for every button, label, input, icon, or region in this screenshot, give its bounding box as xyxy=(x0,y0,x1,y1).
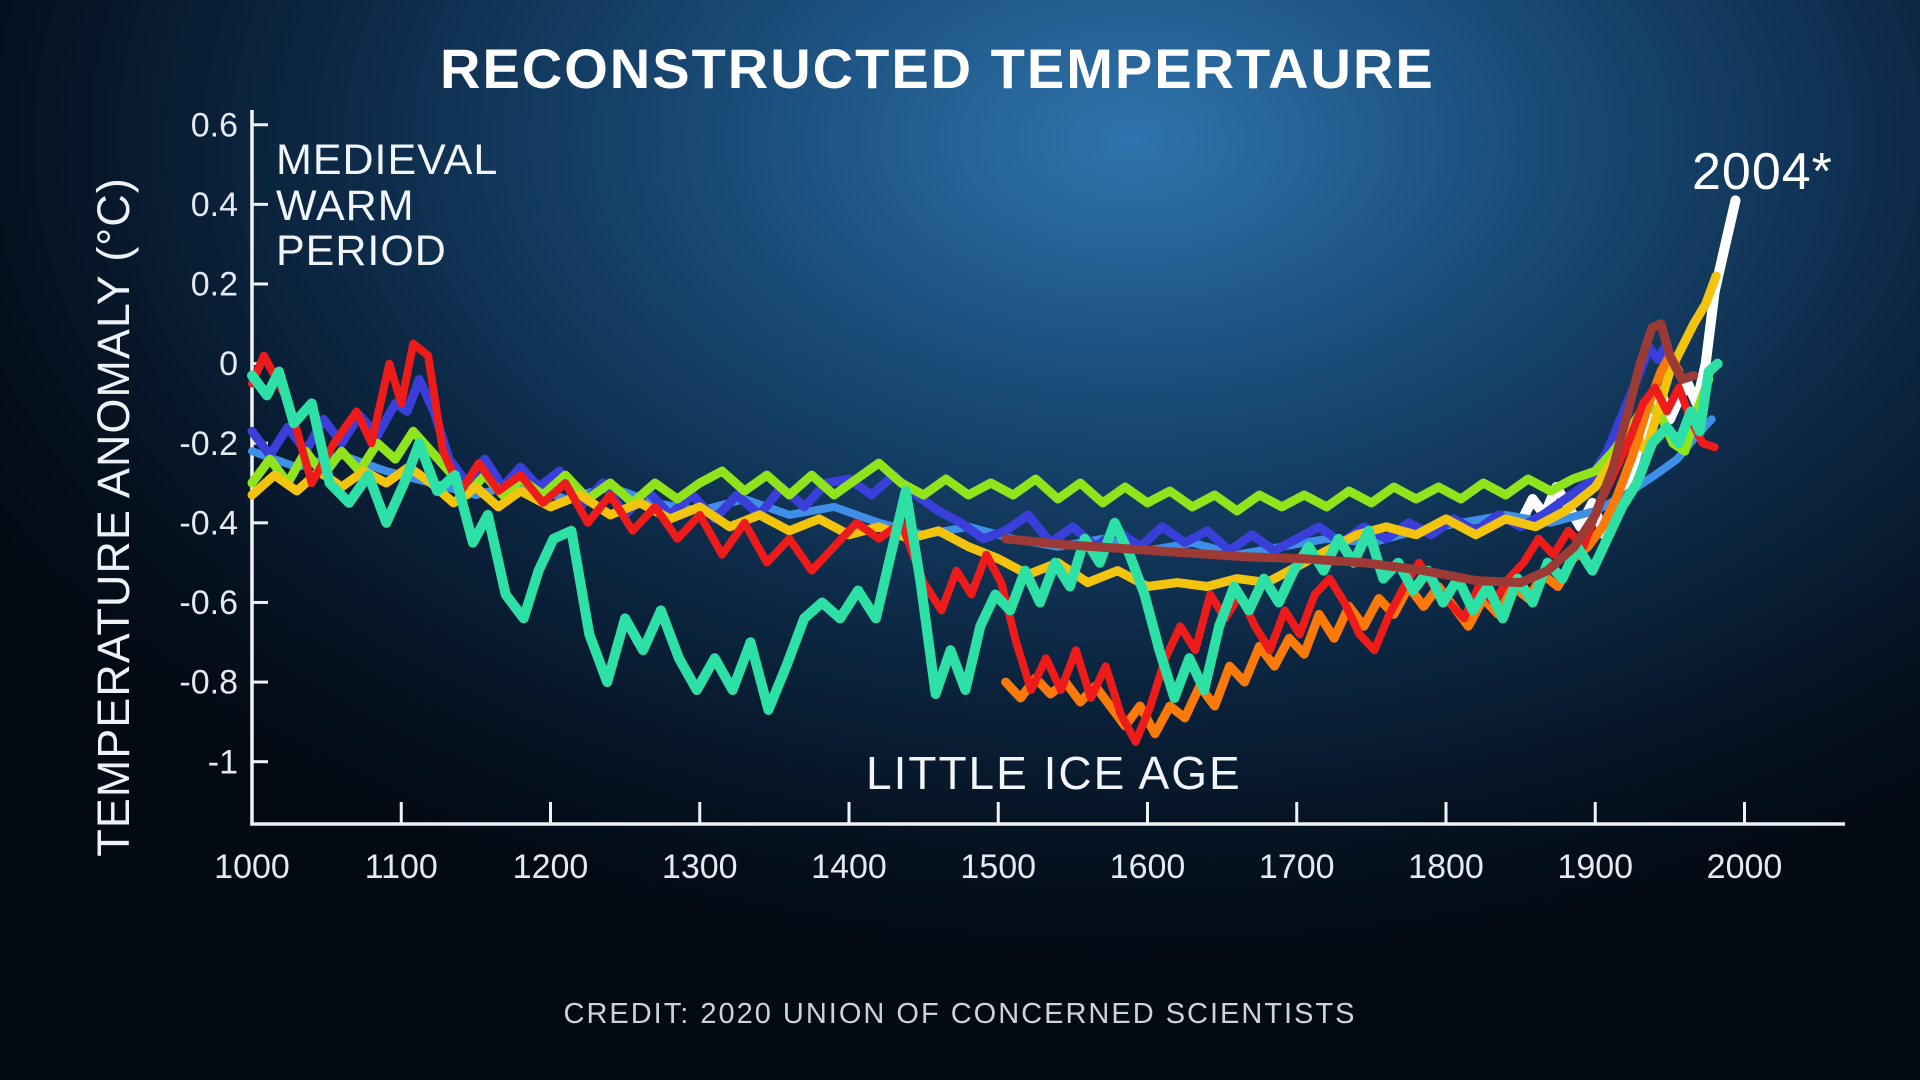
x-tick-label: 1200 xyxy=(513,848,589,886)
series-reconstruction-maroon xyxy=(1001,319,1699,588)
y-tick-label: -1 xyxy=(208,743,238,781)
chart-series xyxy=(247,195,1741,746)
annotation-2004-label: 2004* xyxy=(1692,143,1833,201)
x-tick-label: 1700 xyxy=(1259,848,1335,886)
y-tick-label: 0.6 xyxy=(191,106,238,144)
annotation-little-ice-age: LITTLE ICE AGE xyxy=(866,747,1242,799)
y-tick-label: -0.2 xyxy=(179,425,238,463)
x-tick-label: 1500 xyxy=(960,848,1036,886)
series-instrumental-record-white xyxy=(1515,195,1741,540)
x-tick-label: 1600 xyxy=(1110,848,1186,886)
series-reconstruction-red xyxy=(248,339,1719,746)
x-tick-label: 2000 xyxy=(1707,848,1783,886)
credit-line: CREDIT: 2020 UNION OF CONCERNED SCIENTIS… xyxy=(563,998,1357,1030)
y-tick-label: 0.2 xyxy=(191,266,238,304)
chart-title: RECONSTRUCTED TEMPERTAURE xyxy=(440,37,1435,100)
x-tick-label: 1100 xyxy=(365,848,438,886)
y-tick-label: -0.8 xyxy=(179,664,238,702)
x-tick-label: 1900 xyxy=(1557,848,1633,886)
x-tick-label: 1400 xyxy=(811,848,887,886)
series-reconstruction-turquoise xyxy=(247,358,1723,715)
x-tick-label: 1800 xyxy=(1408,848,1484,886)
chart-axes: 0.6 0.4 0.2 0 -0.2 -0.4 -0.6 -0.8 -1 1000 1100 1200… xyxy=(179,106,1845,886)
y-axis-title: TEMPERATURE ANOMALY (°C) xyxy=(88,177,139,857)
y-tick-label: -0.6 xyxy=(179,584,238,622)
x-tick-label: 1000 xyxy=(214,848,290,886)
annotation-medieval-warm-period: MEDIEVAL WARM PERIOD xyxy=(276,136,499,276)
y-tick-label: 0 xyxy=(219,345,238,383)
x-tick-label: 1300 xyxy=(662,848,738,886)
y-tick-label: 0.4 xyxy=(191,186,238,224)
y-tick-label: -0.4 xyxy=(179,504,238,542)
